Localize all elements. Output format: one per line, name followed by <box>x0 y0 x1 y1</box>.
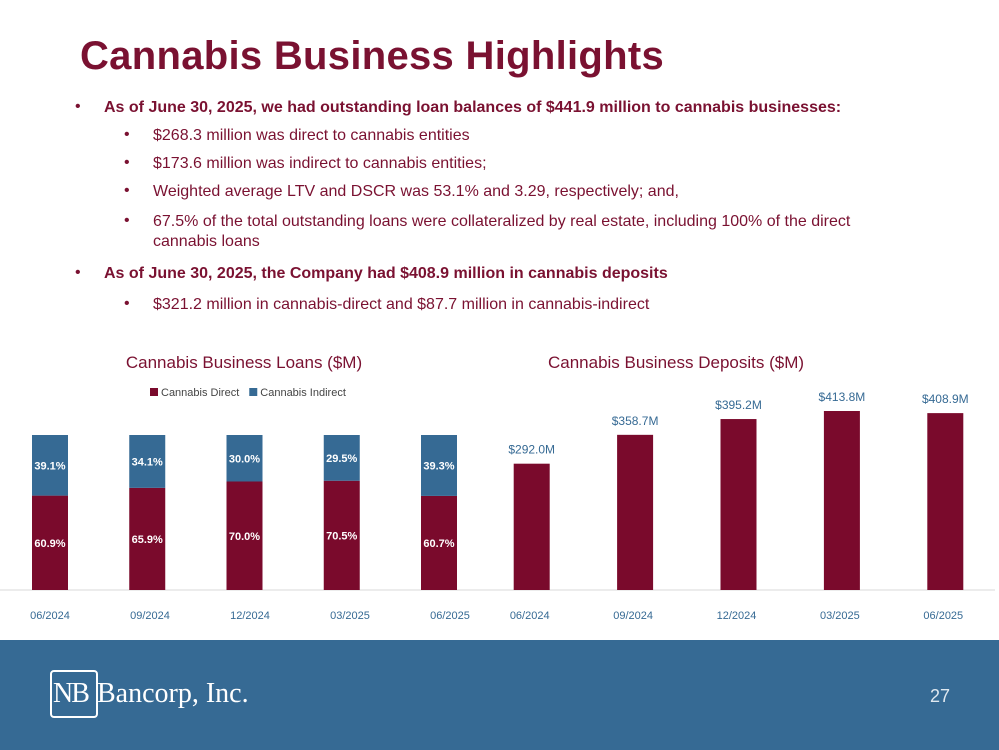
legend-swatch <box>249 388 258 396</box>
bullet-dot: • <box>75 264 81 281</box>
bullet-dot: • <box>124 295 130 312</box>
x-tick-label: 03/2025 <box>330 610 370 622</box>
sub-bullet-text: Weighted average LTV and DSCR was 53.1% … <box>153 183 679 200</box>
data-label: 29.5% <box>326 453 357 465</box>
footer: NB Bancorp, Inc. 27 <box>0 640 999 750</box>
bar-segment <box>421 435 457 496</box>
bar <box>617 434 654 590</box>
data-label: $413.8M <box>819 390 866 404</box>
x-tick-label: 06/2025 <box>430 610 470 622</box>
sub-bullet-text: 67.5% of the total outstanding loans wer… <box>153 213 851 250</box>
data-label: 39.1% <box>34 460 65 472</box>
bar <box>823 411 860 590</box>
bar <box>720 419 757 590</box>
bar-segment <box>129 487 166 590</box>
logo-mark: NB <box>53 678 90 709</box>
logo-text: Bancorp, Inc. <box>97 678 249 709</box>
chart-title: Cannabis Business Deposits ($M) <box>548 353 804 372</box>
bullet-dot: • <box>124 126 130 143</box>
bullet-dot: • <box>75 98 81 115</box>
bar <box>927 413 964 590</box>
bar-segment <box>129 435 166 488</box>
bar-segment <box>32 435 68 496</box>
bar-segment <box>226 481 263 590</box>
data-label: 70.0% <box>229 531 260 543</box>
data-label: 34.1% <box>132 456 163 468</box>
chart-title: Cannabis Business Loans ($M) <box>126 353 362 372</box>
data-label: $408.9M <box>922 392 969 406</box>
sub-bullet-text: $321.2 million in cannabis-direct and $8… <box>153 296 650 313</box>
sub-bullet-text: $173.6 million was indirect to cannabis … <box>153 155 487 172</box>
sub-bullet-text: $268.3 million was direct to cannabis en… <box>153 127 470 144</box>
data-label: 60.7% <box>423 538 454 550</box>
x-tick-label: 12/2024 <box>230 610 270 622</box>
deposits-chart: Cannabis Business Deposits ($M) 06/2024 09… <box>495 353 995 622</box>
bar-segment <box>226 435 263 482</box>
page-number: 27 <box>930 686 951 706</box>
bullet-text: As of June 30, 2025, we had outstanding … <box>104 99 842 116</box>
x-tick-label: 06/2024 <box>510 610 550 622</box>
bullet-dot: • <box>124 212 130 229</box>
bullet-dot: • <box>124 154 130 171</box>
data-label: $395.2M <box>715 398 762 412</box>
bar-segment <box>323 435 360 481</box>
bar-segment <box>421 495 457 590</box>
x-tick-label: 09/2024 <box>130 610 170 622</box>
legend-swatch <box>150 388 158 396</box>
data-label: $358.7M <box>612 414 659 428</box>
data-label: 70.5% <box>326 530 357 542</box>
x-tick-label: 06/2025 <box>923 610 963 622</box>
data-label: 30.0% <box>229 453 260 465</box>
x-tick-label: 09/2024 <box>613 610 653 622</box>
x-tick-label: 06/2024 <box>30 610 70 622</box>
legend-label: Cannabis Direct <box>161 387 239 399</box>
data-label: 60.9% <box>34 538 65 550</box>
data-label: $292.0M <box>508 443 555 457</box>
x-tick-label: 03/2025 <box>820 610 860 622</box>
data-label: 39.3% <box>423 460 454 472</box>
bar-segment <box>323 480 360 590</box>
bullet-dot: • <box>124 182 130 199</box>
x-tick-label: 12/2024 <box>717 610 757 622</box>
loans-chart: Cannabis Business Loans ($M) 06/2024 09/20… <box>0 353 495 622</box>
slide-title: Cannabis Business Highlights <box>80 34 665 78</box>
logo-box <box>50 670 98 718</box>
legend-label: Cannabis Indirect <box>260 387 346 399</box>
bar-segment <box>32 495 68 590</box>
bar <box>513 463 550 590</box>
bullet-text: As of June 30, 2025, the Company had $40… <box>104 265 668 282</box>
data-label: 65.9% <box>132 534 163 546</box>
